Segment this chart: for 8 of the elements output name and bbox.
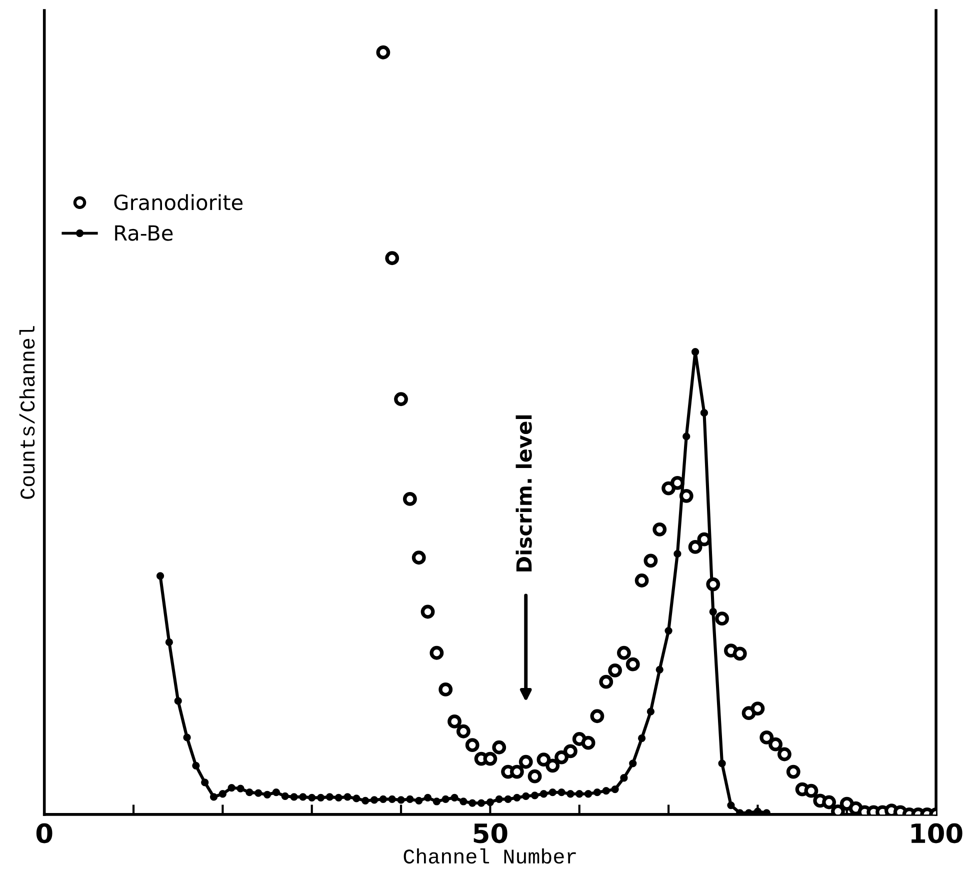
legend-label: Granodiorite: [114, 194, 243, 210]
x-tick-label: 50: [474, 823, 508, 844]
y-axis-title: Counts/Channel: [19, 326, 35, 499]
legend-label: Ra-Be: [115, 225, 173, 241]
x-tick-label: 0: [36, 823, 52, 844]
x-tick-label: 100: [911, 823, 962, 844]
annotation: Discrim. level: [516, 415, 532, 572]
x-axis-title: Channel Number: [404, 848, 576, 864]
